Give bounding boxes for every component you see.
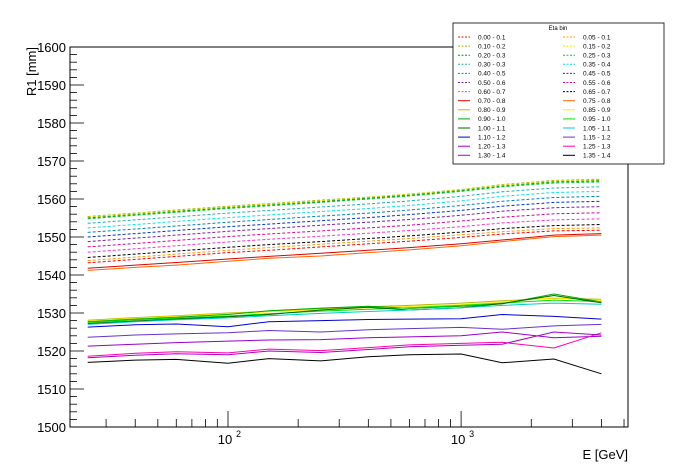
y-tick-label: 1550	[37, 230, 66, 245]
series-line	[87, 297, 602, 321]
legend-label: 0.25 - 0.3	[583, 53, 611, 60]
legend-label: 1.15 - 1.2	[583, 134, 611, 141]
x-tick-exponent: 2	[236, 429, 241, 439]
legend-label: 0.70 - 0.8	[478, 98, 506, 105]
legend: Eta bin 0.00 - 0.1 0.05 - 0.1 0.10 - 0.2 0.…	[452, 22, 665, 165]
legend-label: 0.05 - 0.1	[583, 34, 611, 41]
legend-label: 1.30 - 1.4	[478, 153, 506, 160]
legend-label: 0.40 - 0.5	[478, 71, 506, 78]
legend-label: 0.80 - 0.9	[478, 107, 506, 114]
series-line	[87, 227, 602, 262]
legend-label: 1.05 - 1.1	[583, 125, 611, 132]
series-line	[87, 233, 602, 269]
legend-label: 0.20 - 0.3	[478, 53, 506, 60]
legend-box	[452, 22, 665, 165]
legend-label: 0.75 - 0.8	[583, 98, 611, 105]
legend-label: 0.45 - 0.5	[583, 71, 611, 78]
series-line	[87, 212, 602, 248]
legend-label: 0.00 - 0.1	[478, 34, 506, 41]
series-line	[87, 179, 602, 218]
y-tick-label: 1560	[37, 192, 66, 207]
legend-label: 1.20 - 1.3	[478, 144, 506, 151]
legend-label: 1.00 - 1.1	[478, 125, 506, 132]
y-tick-label: 1520	[37, 344, 66, 359]
axes: 1500 1510 1520 1530 1540 1550 1560 1570 1580 1590…	[37, 40, 625, 447]
series-line	[87, 331, 602, 359]
series-line	[87, 186, 602, 224]
y-tick-label: 1530	[37, 306, 66, 321]
y-axis-title: R1 [mm]	[24, 47, 39, 96]
legend-label: 0.15 - 0.2	[583, 43, 611, 50]
legend-label: 0.35 - 0.4	[583, 62, 611, 69]
legend-label: 0.10 - 0.2	[478, 43, 506, 50]
series-line	[87, 180, 602, 219]
legend-label: 0.90 - 1.0	[478, 116, 506, 123]
series-line	[87, 224, 602, 258]
series-line	[87, 181, 602, 220]
series-line	[87, 294, 602, 325]
y-tick-label: 1580	[37, 116, 66, 131]
legend-label: 0.30 - 0.3	[478, 62, 506, 69]
series-line	[87, 331, 602, 347]
series-line	[87, 313, 602, 328]
series-line	[87, 190, 602, 229]
series-line	[87, 206, 602, 243]
legend-label: 1.25 - 1.3	[583, 144, 611, 151]
legend-label: 0.95 - 1.0	[583, 116, 611, 123]
legend-label: 0.85 - 0.9	[583, 107, 611, 114]
y-tick-label: 1540	[37, 268, 66, 283]
legend-label: 1.10 - 1.2	[478, 134, 506, 141]
x-axis-title: E [GeV]	[582, 447, 628, 462]
legend-label: 1.35 - 1.4	[583, 153, 611, 160]
series-line	[87, 218, 602, 253]
legend-title: Eta bin	[549, 26, 568, 32]
series-line	[87, 353, 602, 375]
legend-label: 0.60 - 0.7	[478, 89, 506, 96]
y-tick-label: 1500	[37, 420, 66, 435]
series-line	[87, 195, 602, 233]
y-tick-label: 1510	[37, 382, 66, 397]
x-tick-label: 10	[218, 432, 232, 447]
legend-label: 0.50 - 0.6	[478, 80, 506, 87]
series-line	[87, 302, 602, 325]
series-line	[87, 332, 602, 357]
legend-label: 0.55 - 0.6	[583, 80, 611, 87]
series-line	[87, 323, 602, 338]
series-line	[87, 229, 602, 264]
y-tick-label: 1600	[37, 40, 66, 55]
y-tick-label: 1590	[37, 78, 66, 93]
x-tick-exponent: 3	[469, 429, 474, 439]
legend-label: 0.65 - 0.7	[583, 89, 611, 96]
series-line	[87, 234, 602, 271]
series-group	[87, 178, 602, 375]
series-line	[87, 178, 602, 217]
x-tick-label: 10	[451, 432, 465, 447]
series-line	[87, 200, 602, 238]
y-tick-label: 1570	[37, 154, 66, 169]
